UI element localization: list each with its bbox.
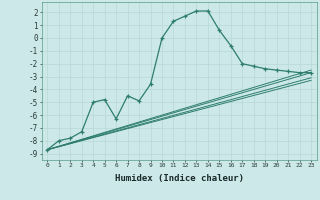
- X-axis label: Humidex (Indice chaleur): Humidex (Indice chaleur): [115, 174, 244, 183]
